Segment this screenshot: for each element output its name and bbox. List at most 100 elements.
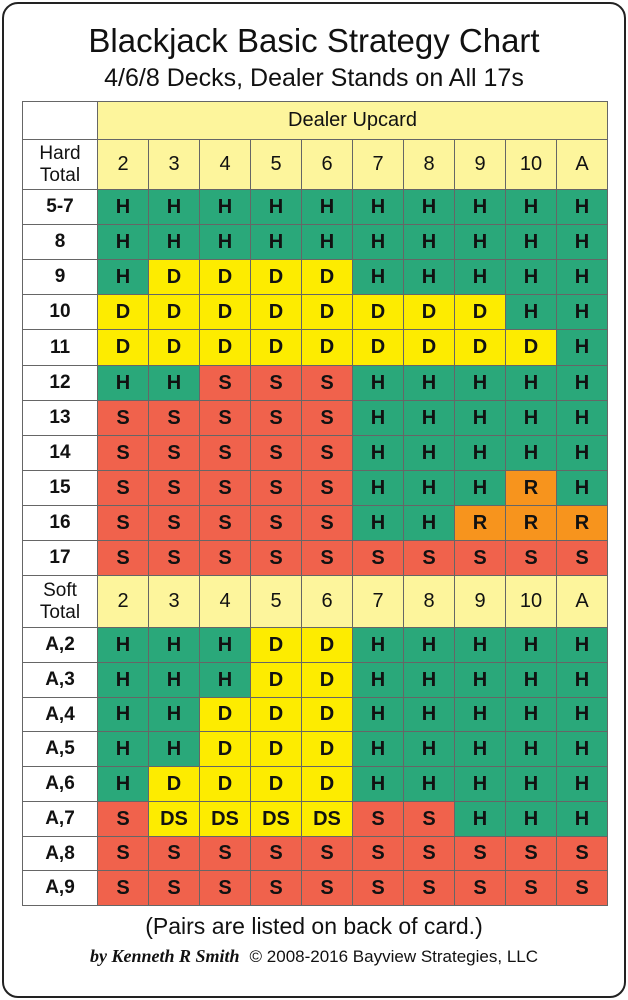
- row-label: A,2: [22, 627, 98, 663]
- action-cell: H: [454, 224, 506, 260]
- action-cell: D: [250, 766, 302, 802]
- action-cell: R: [454, 505, 506, 541]
- action-cell: S: [199, 540, 251, 576]
- row-label: 17: [22, 540, 98, 576]
- action-cell: H: [505, 435, 557, 471]
- action-cell: D: [301, 697, 353, 732]
- action-cell: D: [97, 294, 149, 330]
- action-cell: H: [97, 697, 149, 732]
- action-cell: D: [301, 662, 353, 698]
- action-cell: H: [403, 470, 455, 506]
- action-cell: D: [199, 294, 251, 330]
- action-cell: H: [97, 365, 149, 401]
- action-cell: D: [301, 329, 353, 366]
- note: (Pairs are listed on back of card.): [145, 913, 483, 939]
- action-cell: H: [556, 329, 608, 366]
- action-cell: S: [199, 836, 251, 871]
- upcard: A: [556, 575, 608, 629]
- action-cell: S: [97, 836, 149, 871]
- upcard: A: [556, 139, 608, 190]
- action-cell: H: [199, 662, 251, 698]
- section-label: Soft Total: [22, 575, 98, 629]
- row-label: A,7: [22, 801, 98, 837]
- action-cell: S: [454, 870, 506, 906]
- action-cell: S: [97, 400, 149, 436]
- action-cell: D: [250, 329, 302, 366]
- action-cell: H: [454, 731, 506, 767]
- upcard: 8: [403, 575, 455, 629]
- action-cell: H: [199, 189, 251, 225]
- action-cell: D: [148, 259, 200, 295]
- action-cell: H: [556, 470, 608, 506]
- action-cell: S: [148, 400, 200, 436]
- action-cell: H: [505, 224, 557, 260]
- action-cell: H: [199, 224, 251, 260]
- action-cell: D: [301, 766, 353, 802]
- action-cell: D: [148, 294, 200, 330]
- action-cell: H: [148, 662, 200, 698]
- action-cell: H: [454, 766, 506, 802]
- action-cell: S: [403, 540, 455, 576]
- action-cell: DS: [199, 801, 251, 837]
- action-cell: D: [199, 731, 251, 767]
- action-cell: H: [403, 505, 455, 541]
- action-cell: S: [301, 870, 353, 906]
- action-cell: S: [250, 836, 302, 871]
- row-label: 14: [22, 435, 98, 471]
- action-cell: H: [352, 259, 404, 295]
- action-cell: S: [454, 836, 506, 871]
- action-cell: H: [403, 766, 455, 802]
- upcard: 10: [505, 139, 557, 190]
- action-cell: D: [301, 731, 353, 767]
- action-cell: S: [352, 540, 404, 576]
- action-cell: H: [403, 731, 455, 767]
- action-cell: S: [352, 801, 404, 837]
- action-cell: H: [556, 731, 608, 767]
- action-cell: S: [505, 540, 557, 576]
- action-cell: S: [250, 505, 302, 541]
- action-cell: H: [454, 259, 506, 295]
- action-cell: H: [97, 189, 149, 225]
- action-cell: S: [250, 470, 302, 506]
- action-cell: H: [403, 662, 455, 698]
- title: Blackjack Basic Strategy Chart: [88, 22, 540, 59]
- action-cell: H: [505, 400, 557, 436]
- blank-corner: [22, 101, 98, 140]
- action-cell: H: [454, 470, 506, 506]
- action-cell: S: [97, 435, 149, 471]
- row-label: A,3: [22, 662, 98, 698]
- action-cell: H: [403, 365, 455, 401]
- action-cell: H: [454, 189, 506, 225]
- row-label: A,5: [22, 731, 98, 767]
- action-cell: S: [250, 435, 302, 471]
- row-label: 11: [22, 329, 98, 366]
- row-label: A,6: [22, 766, 98, 802]
- action-cell: D: [250, 294, 302, 330]
- upcard: 7: [352, 139, 404, 190]
- row-label: 13: [22, 400, 98, 436]
- row-label: 12: [22, 365, 98, 401]
- upcard: 6: [301, 575, 353, 629]
- action-cell: H: [454, 627, 506, 663]
- action-cell: S: [301, 435, 353, 471]
- action-cell: H: [454, 365, 506, 401]
- action-cell: S: [301, 365, 353, 401]
- action-cell: H: [148, 224, 200, 260]
- action-cell: H: [352, 766, 404, 802]
- action-cell: H: [352, 505, 404, 541]
- action-cell: D: [403, 329, 455, 366]
- action-cell: S: [97, 505, 149, 541]
- row-label: 10: [22, 294, 98, 330]
- upcard: 3: [148, 575, 200, 629]
- action-cell: D: [199, 697, 251, 732]
- action-cell: H: [352, 224, 404, 260]
- action-cell: H: [97, 259, 149, 295]
- author: by Kenneth R Smith: [89, 946, 240, 966]
- action-cell: S: [505, 836, 557, 871]
- action-cell: H: [352, 731, 404, 767]
- action-cell: D: [505, 329, 557, 366]
- action-cell: H: [556, 801, 608, 837]
- action-cell: S: [301, 836, 353, 871]
- action-cell: S: [403, 801, 455, 837]
- action-cell: H: [352, 400, 404, 436]
